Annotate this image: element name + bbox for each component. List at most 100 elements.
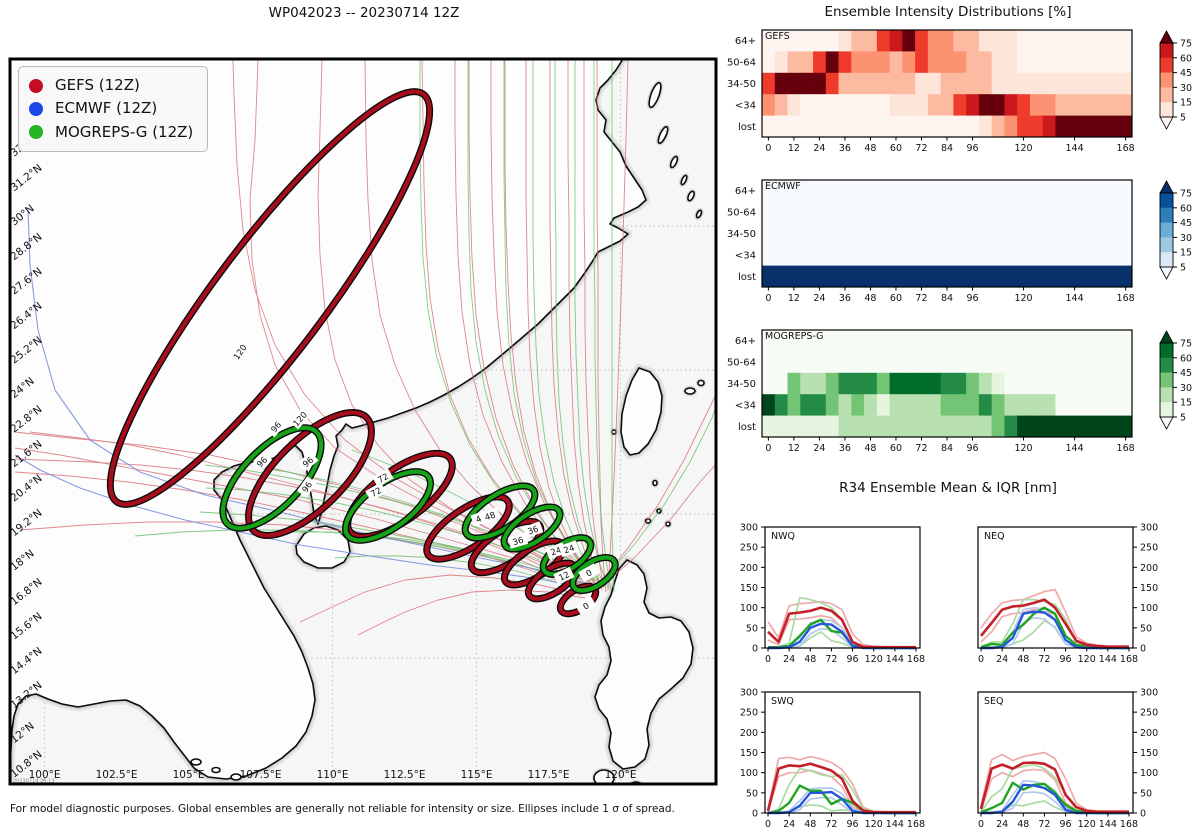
heatmap-cell <box>1093 30 1107 52</box>
heatmap-cell <box>851 394 865 416</box>
heatmap-cell <box>825 94 839 116</box>
r34-y-tick: 100 <box>1140 768 1158 779</box>
lon-tick-label: 115°E <box>461 769 493 781</box>
heatmap-cell <box>940 330 954 352</box>
heatmap-cell <box>1004 330 1018 352</box>
heatmap-cell <box>902 222 916 245</box>
heatmap-cell <box>1017 351 1031 374</box>
heatmap-cell <box>762 330 776 352</box>
colorbar-tick-label: 75 <box>1180 339 1192 350</box>
heatmap-cell <box>1055 244 1069 266</box>
heatmap-cell <box>876 351 890 374</box>
heatmap-cell <box>1029 372 1044 395</box>
legend-item-gefs: GEFS (12Z) <box>29 74 193 97</box>
heatmap-cell <box>825 394 839 416</box>
heatmap-cell <box>1106 330 1120 352</box>
heatmap-row-label: lost <box>738 122 756 133</box>
heatmap-cell <box>813 180 827 202</box>
heatmap-x-tick: 24 <box>813 443 825 454</box>
heatmap-cell <box>1004 372 1018 395</box>
mogreps-tracks-line <box>503 60 600 584</box>
heatmap-cell <box>787 244 801 266</box>
heatmap-cell <box>876 201 890 224</box>
heatmap-cell <box>1080 180 1095 202</box>
heatmap-cell <box>1004 51 1018 74</box>
heatmap-cell <box>1029 30 1044 52</box>
r34-series <box>766 762 916 814</box>
heatmap-cell <box>1093 415 1107 438</box>
colorbar-band <box>1160 402 1173 418</box>
heatmap-row-label: 64+ <box>735 186 756 197</box>
heatmap-cell <box>991 222 1005 245</box>
ellipse-hour-label: 12 <box>553 566 575 585</box>
gefs-ellipse-96 <box>246 410 374 538</box>
heatmap-cell <box>1029 180 1044 202</box>
colorbar-tick-label: 45 <box>1180 218 1192 229</box>
heatmap-cell <box>787 180 801 202</box>
heatmap-x-tick: 0 <box>765 443 771 454</box>
heatmap-cell <box>851 201 865 224</box>
colorbar-tick-label: 75 <box>1180 189 1192 200</box>
r34-x-tick: 24 <box>996 819 1008 830</box>
colorbar-band <box>1160 357 1173 373</box>
heatmap-cell <box>800 115 814 138</box>
heatmap-cell <box>915 394 929 416</box>
heatmap-cell <box>851 372 865 395</box>
r34-y-tick: 300 <box>1140 688 1158 699</box>
heatmap-cell <box>940 201 954 224</box>
heatmap-cell <box>953 30 967 52</box>
r34-x-tick: 168 <box>907 819 925 830</box>
legend-label-gefs: GEFS (12Z) <box>55 76 140 94</box>
heatmap-cell <box>774 372 788 395</box>
gefs-tracks-line <box>583 60 605 589</box>
r34-x-tick: 48 <box>804 819 816 830</box>
colorbar-band <box>1160 222 1173 238</box>
heatmap-cell <box>800 222 814 245</box>
heatmap-cell <box>825 351 839 374</box>
heatmap-cell <box>1029 394 1044 416</box>
heatmap-cell <box>1029 415 1044 438</box>
heatmap-cell <box>1093 51 1107 74</box>
heatmap-cell <box>889 94 903 116</box>
heatmap-cell <box>1042 415 1056 438</box>
heatmap-cell <box>978 372 993 395</box>
heatmap-cell <box>813 201 827 224</box>
island <box>652 479 658 487</box>
heatmap-cell <box>1029 330 1044 352</box>
heatmap-cell <box>813 244 827 266</box>
heatmap-cell <box>1042 115 1056 138</box>
r34-x-tick: 48 <box>1017 654 1029 665</box>
colorbar-band <box>1160 387 1173 403</box>
lon-tick-label: 117.5°E <box>528 769 570 781</box>
gefs-tracks-line <box>567 60 603 591</box>
ellipse-hour-text: 0 <box>582 601 592 612</box>
heatmap-cell <box>1080 394 1095 416</box>
heatmap-cell <box>1093 180 1107 202</box>
heatmap-cell <box>838 265 852 288</box>
heatmap-cell <box>889 30 903 52</box>
heatmap-cell <box>978 115 993 138</box>
heatmap-cell <box>851 30 865 52</box>
heatmap-cell <box>1017 222 1031 245</box>
heatmap-cell <box>953 372 967 395</box>
heatmap-cell <box>1017 372 1031 395</box>
heatmap-cell <box>825 415 839 438</box>
colorbar-band <box>1160 207 1173 223</box>
heatmap-cell <box>991 51 1005 74</box>
gefs-tracks-line <box>607 59 629 591</box>
colorbar-tick-label: 60 <box>1180 353 1192 364</box>
heatmap-cell <box>1042 330 1056 352</box>
r34-panel-name: SWQ <box>771 696 794 707</box>
heatmap-cell <box>978 415 993 438</box>
heatmap-cell <box>825 201 839 224</box>
heatmap-cell <box>1042 30 1056 52</box>
heatmap-cell <box>1119 201 1133 224</box>
heatmap-cell <box>1080 72 1095 95</box>
heatmap-panel-name: ECMWF <box>765 181 801 192</box>
heatmap-cell <box>991 394 1005 416</box>
r34-x-tick: 120 <box>1078 819 1096 830</box>
ellipse-hour-label: 48 <box>479 507 501 525</box>
heatmap-cell <box>1004 415 1018 438</box>
heatmap-cell <box>953 115 967 138</box>
heatmap-x-tick: 168 <box>1117 443 1135 454</box>
